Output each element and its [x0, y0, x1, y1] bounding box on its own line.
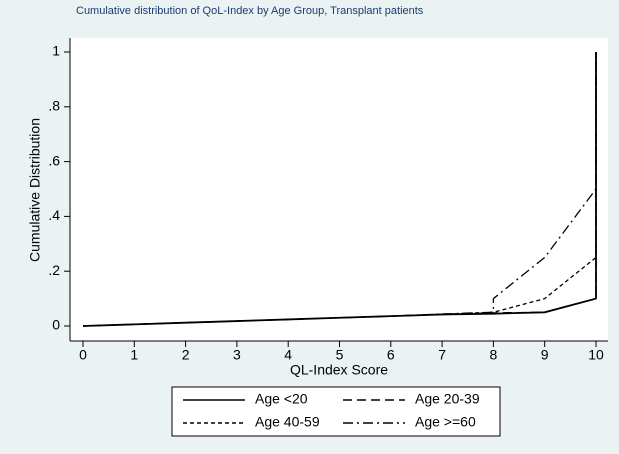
- x-tick-label: 5: [336, 347, 344, 363]
- x-tick-label: 10: [588, 347, 604, 363]
- x-tick-label: 4: [284, 347, 292, 363]
- y-tick-label: 1: [52, 43, 60, 59]
- legend-label: Age <20: [255, 391, 308, 407]
- x-tick-label: 9: [541, 347, 549, 363]
- y-tick-label: .6: [48, 152, 60, 168]
- x-tick-label: 2: [182, 347, 190, 363]
- x-tick-label: 1: [130, 347, 138, 363]
- y-tick-label: .4: [48, 207, 60, 223]
- y-tick-label: 0: [52, 317, 60, 333]
- y-tick-label: .8: [48, 98, 60, 114]
- chart-title: Cumulative distribution of QoL-Index by …: [76, 5, 424, 17]
- x-tick-label: 7: [438, 347, 446, 363]
- legend-label: Age >=60: [415, 414, 476, 430]
- x-tick-label: 0: [79, 347, 87, 363]
- legend: [171, 386, 501, 437]
- plot-area: [70, 38, 608, 341]
- x-tick-label: 8: [490, 347, 498, 363]
- series-line: [82, 52, 597, 327]
- legend-label: Age 20-39: [415, 391, 480, 407]
- x-tick-label: 6: [387, 347, 395, 363]
- y-axis-label: Cumulative Distribution: [27, 118, 43, 262]
- legend-label: Age 40-59: [255, 414, 320, 430]
- x-axis-label: QL-Index Score: [290, 362, 388, 378]
- x-tick-label: 3: [233, 347, 241, 363]
- y-tick-label: .2: [48, 262, 60, 278]
